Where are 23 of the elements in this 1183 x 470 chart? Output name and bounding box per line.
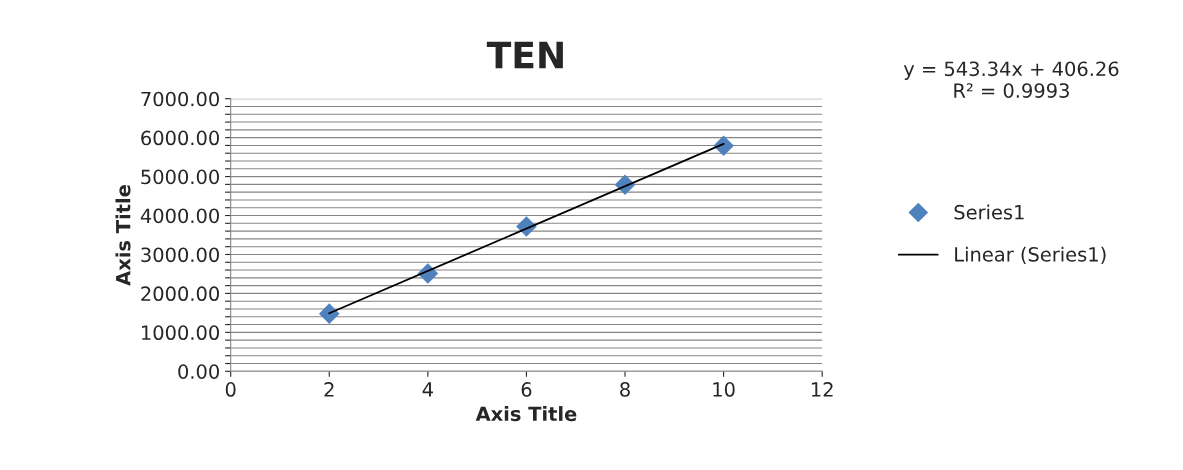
y-tick-label: 3000.00: [141, 247, 219, 263]
y-tick-label: 1000.00: [142, 325, 219, 341]
x-tick-label: 12: [811, 382, 833, 397]
y-tick-label: 0.00: [178, 364, 219, 379]
x-tick-label: 6: [521, 382, 532, 397]
y-tick-label: 6000.00: [141, 130, 219, 146]
legend-label: Linear (Series1): [955, 246, 1106, 265]
point: [318, 303, 340, 324]
x-tick-label: 4: [422, 382, 433, 397]
y-tick-label: 2000.00: [141, 286, 219, 302]
x-axis-title: Axis Title: [475, 406, 577, 422]
x-tick-label: 2: [324, 382, 334, 397]
text: y = 543.34x + 406.26 R² = 0.9993: [903, 61, 1119, 98]
y-tick-label: 5000.00: [141, 169, 219, 185]
x-tick-label: 0: [225, 382, 236, 397]
chart-title: TEN: [486, 41, 563, 69]
y-tick-label: 4000.00: [140, 208, 219, 224]
point: [713, 135, 734, 157]
x-tick-label: 10: [713, 382, 735, 397]
legend-label: Series1: [954, 204, 1024, 220]
y-axis-title: Axis Title: [115, 185, 131, 286]
x-tick-label: 8: [620, 382, 630, 397]
y-tick-label: 7000.00: [141, 91, 219, 107]
